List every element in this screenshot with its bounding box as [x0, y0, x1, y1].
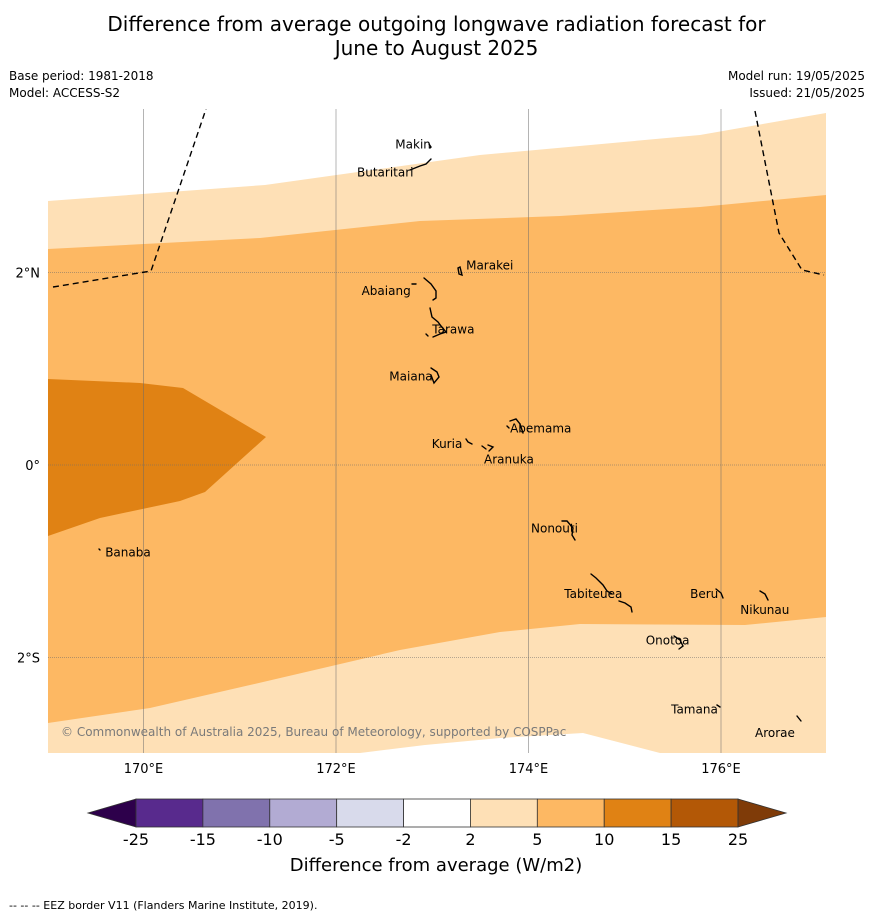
- gridlines: [48, 109, 826, 753]
- island-tabiteuea: [590, 573, 633, 613]
- place-label-marakei: Marakei: [466, 259, 513, 273]
- colorbar-tick: 5: [532, 830, 542, 849]
- island-butaritari: [409, 158, 432, 171]
- place-label-banaba: Banaba: [105, 546, 151, 560]
- lat-label: 0°: [25, 459, 40, 474]
- place-label-abemama: Abemama: [510, 422, 571, 436]
- lon-label: 174°E: [509, 762, 549, 777]
- place-labels: Makin Butaritari Marakei Abaiang Tarawa Maian…: [105, 138, 795, 740]
- colorbar-swatch: [269, 798, 338, 828]
- island-tarawa: [425, 307, 448, 338]
- colorbar-tick: -25: [123, 830, 149, 849]
- place-label-butaritari: Butaritari: [357, 166, 414, 180]
- band-10-to-15: [48, 379, 266, 536]
- colorbar-swatch: [670, 798, 739, 828]
- colorbar-under-arrow: [86, 798, 137, 828]
- place-label-nonouti: Nonouti: [531, 522, 578, 536]
- eez-border-east: [754, 110, 825, 276]
- island-arorae: [796, 715, 802, 722]
- eez-border-west: [52, 109, 207, 288]
- map-title: Difference from average outgoing longwav…: [0, 12, 873, 60]
- colorbar-tick: -10: [257, 830, 283, 849]
- colorbar-tick: -15: [190, 830, 216, 849]
- island-tamana: [716, 704, 721, 708]
- band-neg2-to-2-south: [360, 733, 660, 753]
- place-label-abaiang: Abaiang: [362, 284, 411, 298]
- model-run: Model run: 19/05/2025: [727, 69, 865, 83]
- colorbar-swatch: [403, 798, 471, 828]
- island-banaba: [98, 548, 101, 551]
- colorbar-tick: -5: [329, 830, 345, 849]
- colorbar-tick: 25: [728, 830, 748, 849]
- colorbar-tick: 2: [465, 830, 475, 849]
- island-kuria: [465, 438, 473, 445]
- meta-right: Model run: 19/05/2025 Issued: 21/05/2025: [728, 68, 865, 102]
- lat-label: 2°N: [16, 267, 41, 282]
- place-label-maiana: Maiana: [389, 369, 432, 383]
- lon-label: 172°E: [316, 762, 356, 777]
- colorbar-swatch: [470, 798, 538, 828]
- title-line-2: June to August 2025: [334, 36, 539, 60]
- place-label-tamana: Tamana: [670, 703, 718, 717]
- place-label-nikunau: Nikunau: [740, 603, 789, 617]
- eez-note: -- -- -- EEZ border V11 (Flanders Marine…: [9, 899, 318, 912]
- title-line-1: Difference from average outgoing longwav…: [107, 12, 766, 36]
- place-label-tarawa: Tarawa: [431, 322, 474, 336]
- model-name: Model: ACCESS-S2: [9, 86, 121, 100]
- island-abemama: [506, 418, 524, 434]
- island-maiana: [430, 367, 440, 385]
- island-marakei: [457, 265, 463, 277]
- base-period: Base period: 1981-2018: [9, 69, 154, 83]
- island-onotoa: [673, 635, 684, 650]
- colorbar-over-arrow: [737, 798, 788, 828]
- band-neg2-to-2: [48, 109, 826, 201]
- lat-label: 2°S: [17, 652, 40, 667]
- colorbar-swatch: [603, 798, 672, 828]
- colorbar-swatch: [536, 798, 605, 828]
- island-nikunau: [759, 590, 769, 601]
- colorbar-tick: 15: [661, 830, 681, 849]
- place-label-arorae: Arorae: [755, 726, 795, 740]
- lon-label: 176°E: [701, 762, 741, 777]
- island-nonouti: [561, 520, 576, 541]
- island-makin: [428, 143, 432, 149]
- lon-label: 170°E: [124, 762, 164, 777]
- islands: [98, 143, 802, 722]
- colorbar-swatch: [135, 798, 204, 828]
- colorbar-swatch: [336, 798, 404, 828]
- island-beru: [715, 588, 724, 599]
- colorbar-label: Difference from average (W/m2): [290, 855, 582, 876]
- island-aranuka: [481, 444, 495, 452]
- place-label-beru: Beru: [690, 587, 718, 601]
- eez-border: [52, 109, 825, 288]
- island-abaiang: [411, 277, 437, 301]
- copyright-text: © Commonwealth of Australia 2025, Bureau…: [61, 725, 566, 739]
- place-label-makin: Makin: [395, 138, 431, 152]
- colorbar-swatch: [202, 798, 271, 828]
- place-label-kuria: Kuria: [432, 437, 463, 451]
- band-5-to-10: [48, 195, 826, 723]
- place-label-tabiteuea: Tabiteuea: [563, 587, 622, 601]
- colorbar-tick: -2: [396, 830, 412, 849]
- issued-date: Issued: 21/05/2025: [749, 86, 865, 100]
- colorbar-tick: 10: [594, 830, 614, 849]
- place-label-onotoa: Onotoa: [646, 633, 690, 647]
- place-label-aranuka: Aranuka: [484, 453, 534, 467]
- axis-labels: 2°N 0° 2°S 170°E 172°E 174°E 176°E: [16, 267, 741, 778]
- meta-left: Base period: 1981-2018 Model: ACCESS-S2: [9, 68, 154, 102]
- map-area: Makin Butaritari Marakei Abaiang Tarawa Maian…: [48, 109, 826, 753]
